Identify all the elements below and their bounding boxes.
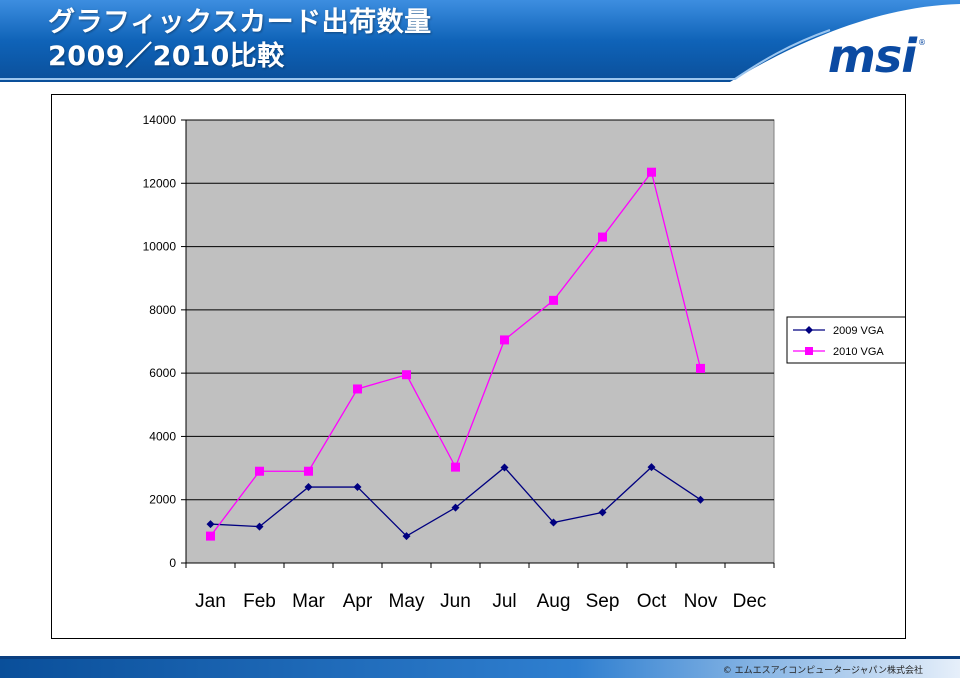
- legend-box: [786, 316, 905, 364]
- x-tick-label: Oct: [637, 591, 667, 612]
- x-tick-label: Feb: [243, 591, 276, 612]
- data-point: [500, 335, 509, 345]
- chart-frame: 0 2000 4000 6000 8000 10000 12000 14000 Jan Feb Ma…: [51, 94, 906, 639]
- data-point: [353, 384, 362, 394]
- line-chart: 0 2000 4000 6000 8000 10000 12000 14000 Jan Feb Ma…: [143, 113, 905, 612]
- x-tick-label: Aug: [537, 591, 571, 612]
- data-point: [696, 363, 705, 373]
- y-tick-label: 6000: [149, 366, 176, 380]
- x-tick-label: Apr: [343, 591, 373, 612]
- data-point: [353, 483, 362, 492]
- data-point: [647, 167, 656, 177]
- footer-bar: [0, 656, 960, 678]
- data-point: [206, 531, 215, 541]
- msi-logo: msi: [827, 29, 917, 82]
- x-tick-label: Nov: [684, 591, 718, 612]
- legend-marker: [805, 326, 813, 334]
- x-tick-label: May: [389, 591, 425, 612]
- legend-label: 2009 VGA: [833, 325, 884, 337]
- data-point: [696, 495, 705, 504]
- data-point: [206, 520, 215, 529]
- banner-background: [0, 0, 960, 82]
- x-tick-label: Jun: [440, 591, 471, 612]
- x-tick-label: Mar: [292, 591, 325, 612]
- data-point: [647, 463, 656, 472]
- registered-mark: ®: [918, 38, 926, 47]
- data-point: [304, 483, 313, 492]
- footer-background: [0, 656, 960, 678]
- y-tick-label: 14000: [143, 113, 177, 127]
- page-subtitle: 2009／2010比較: [48, 41, 285, 72]
- data-point: [304, 466, 313, 476]
- data-point: [549, 295, 558, 305]
- data-point: [598, 508, 607, 517]
- y-tick-label: 10000: [143, 240, 177, 254]
- data-point: [255, 522, 264, 531]
- data-point: [549, 518, 558, 527]
- data-point: [255, 466, 264, 476]
- header-banner: グラフィックスカード出荷数量 2009／2010比較 msi ®: [0, 0, 960, 82]
- data-point: [451, 462, 460, 472]
- plot-area: [185, 119, 775, 564]
- copyright-text: © エムエスアイコンピュータージャパン株式会社: [722, 666, 923, 676]
- data-point: [402, 370, 411, 380]
- x-tick-label: Dec: [733, 591, 767, 612]
- y-tick-label: 4000: [149, 429, 176, 443]
- page-title: グラフィックスカード出荷数量: [48, 7, 432, 38]
- data-point: [402, 532, 411, 541]
- y-tick-label: 12000: [143, 176, 177, 190]
- x-tick-label: Jan: [195, 591, 226, 612]
- x-tick-label: Sep: [586, 591, 620, 612]
- y-tick-label: 8000: [149, 303, 176, 317]
- y-tick-label: 0: [169, 556, 176, 570]
- data-point: [451, 503, 460, 512]
- x-tick-label: Jul: [492, 591, 516, 612]
- data-point: [500, 463, 509, 472]
- data-point: [598, 232, 607, 242]
- legend-marker: [805, 347, 813, 355]
- legend-label: 2010 VGA: [833, 346, 884, 358]
- y-tick-label: 2000: [149, 493, 176, 507]
